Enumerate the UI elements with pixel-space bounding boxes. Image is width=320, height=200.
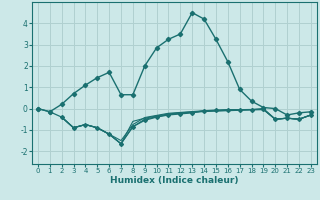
- X-axis label: Humidex (Indice chaleur): Humidex (Indice chaleur): [110, 176, 239, 185]
